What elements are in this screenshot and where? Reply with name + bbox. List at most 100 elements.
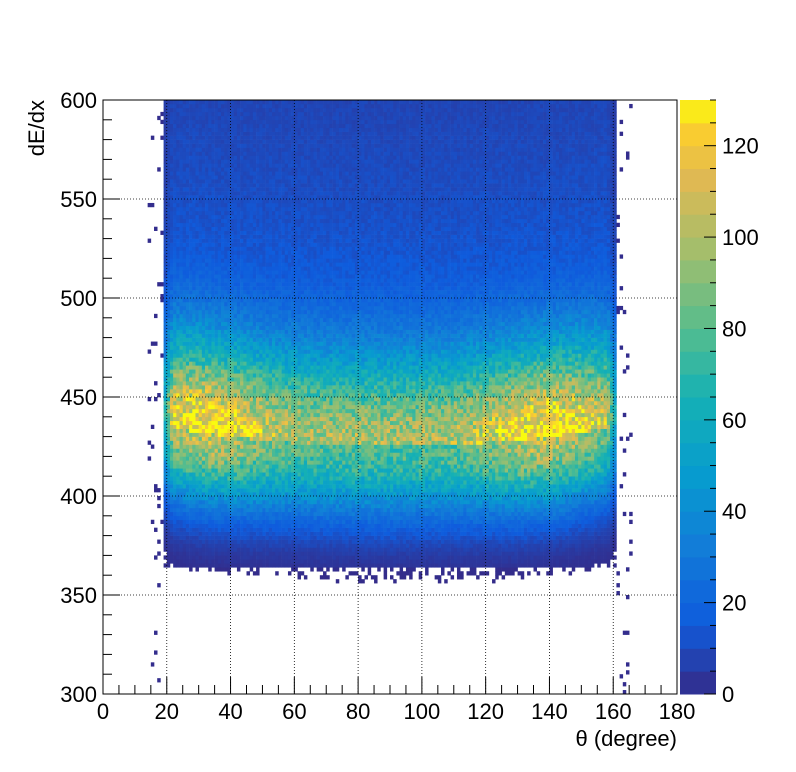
heatmap-cell: [272, 519, 276, 525]
heatmap-cell: [205, 468, 209, 473]
heatmap-cell: [173, 290, 177, 295]
heatmap-cell: [195, 290, 199, 295]
heatmap-cell: [265, 365, 270, 370]
heatmap-cell: [259, 559, 263, 564]
heatmap-cell: [211, 183, 215, 188]
heatmap-cell: [284, 309, 289, 315]
heatmap-cell: [182, 206, 187, 212]
heatmap-cell: [173, 432, 177, 437]
heatmap-cell: [163, 511, 168, 517]
heatmap-cell: [236, 535, 241, 540]
heatmap-cell: [205, 195, 209, 200]
heatmap-cell: [195, 373, 199, 378]
heatmap-cell: [192, 531, 196, 536]
heatmap-cell: [252, 353, 257, 358]
heatmap-cell: [211, 214, 215, 220]
heatmap-cell: [256, 294, 260, 299]
heatmap-cell: [205, 381, 209, 386]
heatmap-cell: [287, 349, 292, 354]
heatmap-cell: [294, 416, 298, 422]
heatmap-cell: [256, 317, 260, 323]
heatmap-cell: [163, 107, 168, 113]
heatmap-cell: [252, 298, 257, 303]
heatmap-cell: [182, 325, 187, 330]
heatmap-cell: [217, 298, 222, 303]
heatmap-cell: [166, 543, 171, 548]
heatmap-cell: [224, 484, 228, 489]
heatmap-cell: [268, 282, 273, 287]
heatmap-cell: [240, 151, 244, 156]
heatmap-cell: [192, 167, 196, 172]
heatmap-cell: [198, 139, 203, 144]
heatmap-cell: [166, 393, 171, 398]
heatmap-cell: [208, 527, 212, 532]
heatmap-cell: [275, 488, 279, 493]
heatmap-cell: [227, 246, 231, 251]
heatmap-cell: [195, 365, 199, 370]
heatmap-cell: [166, 416, 171, 422]
heatmap-cell: [249, 206, 254, 212]
heatmap-cell: [252, 226, 257, 231]
heatmap-cell: [182, 183, 187, 188]
heatmap-cell: [230, 559, 235, 564]
heatmap-cell: [192, 313, 196, 319]
heatmap-cell: [163, 436, 168, 441]
heatmap-cell: [169, 381, 174, 386]
heatmap-cell: [259, 333, 263, 338]
heatmap-cell: [179, 373, 184, 378]
heatmap-cell: [220, 341, 225, 346]
heatmap-cell: [192, 226, 196, 231]
heatmap-cell: [224, 135, 228, 140]
heatmap-cell: [205, 234, 209, 239]
heatmap-cell: [220, 325, 225, 330]
heatmap-cell: [227, 468, 231, 473]
heatmap-cell: [211, 325, 215, 330]
heatmap-cell: [211, 496, 215, 501]
heatmap-cell: [217, 476, 222, 481]
heatmap-cell: [268, 234, 273, 239]
heatmap-cell: [198, 175, 203, 180]
heatmap-cell: [185, 210, 190, 216]
heatmap-cell: [281, 381, 286, 386]
heatmap-cell: [252, 571, 257, 576]
heatmap-cell: [265, 555, 270, 560]
heatmap-cell: [189, 317, 193, 323]
heatmap-cell: [211, 100, 215, 105]
heatmap-cell: [220, 151, 225, 156]
heatmap-cell: [256, 175, 260, 180]
heatmap-cell: [208, 325, 212, 330]
heatmap-cell: [230, 187, 235, 192]
heatmap-cell: [173, 333, 177, 338]
heatmap-cell: [176, 210, 180, 216]
heatmap-cell: [173, 119, 177, 125]
heatmap-cell: [173, 543, 177, 548]
heatmap-cell: [208, 266, 212, 271]
heatmap-cell: [287, 250, 292, 255]
heatmap-cell: [154, 484, 158, 489]
heatmap-cell: [198, 393, 203, 398]
heatmap-cell: [224, 206, 228, 212]
heatmap-cell: [176, 448, 180, 453]
heatmap-cell: [211, 531, 215, 536]
heatmap-cell: [284, 476, 289, 481]
heatmap-cell: [227, 444, 231, 449]
heatmap-cell: [163, 131, 168, 136]
heatmap-cell: [182, 218, 187, 224]
heatmap-cell: [201, 115, 206, 121]
heatmap-cell: [268, 151, 273, 156]
heatmap-cell: [240, 353, 244, 358]
heatmap-cell: [185, 511, 190, 517]
heatmap-cell: [224, 499, 228, 505]
heatmap-cell: [208, 278, 212, 283]
heatmap-cell: [214, 246, 219, 251]
heatmap-cell: [179, 107, 184, 113]
heatmap-cell: [275, 238, 279, 243]
heatmap-cell: [236, 309, 241, 315]
heatmap-cell: [265, 183, 270, 188]
heatmap-cell: [240, 119, 244, 125]
heatmap-cell: [265, 103, 270, 109]
heatmap-cell: [198, 488, 203, 493]
heatmap-cell: [284, 400, 289, 406]
heatmap-cell: [182, 321, 187, 327]
heatmap-cell: [224, 547, 228, 552]
